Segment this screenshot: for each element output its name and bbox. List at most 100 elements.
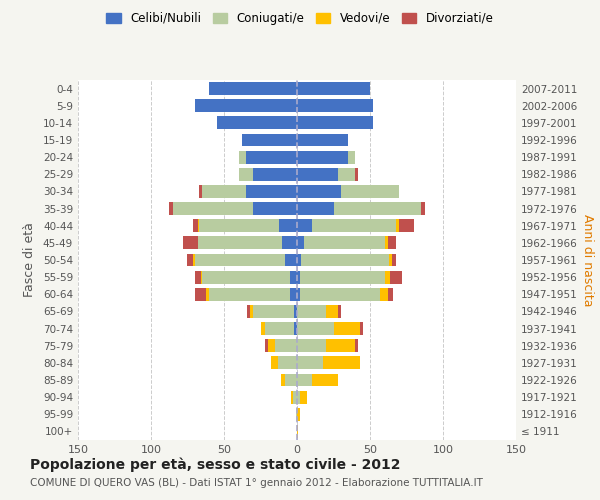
Bar <box>396 220 399 232</box>
Bar <box>392 254 396 266</box>
Bar <box>250 305 253 318</box>
Bar <box>334 202 421 215</box>
Bar <box>293 390 297 404</box>
Bar <box>421 202 425 215</box>
Bar <box>271 356 278 370</box>
Bar <box>391 270 402 283</box>
Bar <box>297 134 348 146</box>
Bar <box>173 202 253 215</box>
Bar <box>297 425 298 438</box>
Bar <box>209 82 297 95</box>
Bar <box>297 116 373 130</box>
Bar <box>239 150 246 164</box>
Bar <box>198 236 283 250</box>
Bar <box>206 288 209 300</box>
Bar <box>294 322 297 335</box>
Bar <box>334 322 360 335</box>
Bar <box>297 408 300 420</box>
Bar <box>253 305 294 318</box>
Text: Popolazione per età, sesso e stato civile - 2012: Popolazione per età, sesso e stato civil… <box>30 458 401 472</box>
Bar <box>311 374 338 386</box>
Legend: Celibi/Nubili, Coniugati/e, Vedovi/e, Divorziati/e: Celibi/Nubili, Coniugati/e, Vedovi/e, Di… <box>103 8 497 28</box>
Bar <box>253 168 297 180</box>
Bar <box>297 322 334 335</box>
Bar <box>389 254 392 266</box>
Bar <box>300 270 385 283</box>
Bar <box>193 254 195 266</box>
Bar <box>311 220 396 232</box>
Bar <box>278 356 297 370</box>
Bar <box>297 100 373 112</box>
Bar <box>380 288 388 300</box>
Bar <box>341 185 399 198</box>
Bar <box>300 288 380 300</box>
Bar <box>199 185 202 198</box>
Bar <box>388 288 394 300</box>
Bar <box>297 356 323 370</box>
Bar <box>300 390 307 404</box>
Bar <box>283 236 297 250</box>
Bar <box>280 220 297 232</box>
Bar <box>323 356 360 370</box>
Bar <box>200 270 202 283</box>
Bar <box>209 288 290 300</box>
Bar <box>326 340 355 352</box>
Bar <box>199 220 280 232</box>
Bar <box>268 340 275 352</box>
Bar <box>265 322 294 335</box>
Bar <box>195 288 206 300</box>
Bar <box>294 305 297 318</box>
Bar <box>290 288 297 300</box>
Bar <box>355 340 358 352</box>
Bar <box>360 322 363 335</box>
Bar <box>388 236 396 250</box>
Bar <box>338 305 341 318</box>
Bar <box>169 202 173 215</box>
Bar <box>286 254 297 266</box>
Bar <box>297 340 326 352</box>
Bar <box>297 305 326 318</box>
Text: COMUNE DI QUERO VAS (BL) - Dati ISTAT 1° gennaio 2012 - Elaborazione TUTTITALIA.: COMUNE DI QUERO VAS (BL) - Dati ISTAT 1°… <box>30 478 483 488</box>
Bar <box>301 254 389 266</box>
Bar <box>297 220 311 232</box>
Bar <box>291 390 293 404</box>
Bar <box>195 100 297 112</box>
Bar <box>338 168 355 180</box>
Bar <box>399 220 414 232</box>
Bar <box>297 236 304 250</box>
Bar <box>265 340 268 352</box>
Bar <box>239 168 253 180</box>
Bar <box>183 236 198 250</box>
Bar <box>348 150 355 164</box>
Bar <box>247 305 250 318</box>
Bar <box>253 202 297 215</box>
Bar <box>297 390 300 404</box>
Bar <box>217 116 297 130</box>
Bar <box>275 340 297 352</box>
Bar <box>202 185 246 198</box>
Bar <box>297 254 301 266</box>
Bar <box>385 236 388 250</box>
Bar <box>297 202 334 215</box>
Bar <box>355 168 358 180</box>
Bar <box>286 374 297 386</box>
Bar <box>246 150 297 164</box>
Bar <box>296 408 297 420</box>
Bar <box>246 185 297 198</box>
Y-axis label: Fasce di età: Fasce di età <box>23 222 36 298</box>
Bar <box>195 270 200 283</box>
Bar <box>260 322 265 335</box>
Bar <box>188 254 193 266</box>
Bar <box>385 270 391 283</box>
Bar <box>198 220 199 232</box>
Bar <box>297 168 338 180</box>
Bar <box>281 374 286 386</box>
Bar <box>195 254 286 266</box>
Bar <box>297 270 300 283</box>
Bar <box>297 82 370 95</box>
Bar <box>202 270 290 283</box>
Bar <box>297 288 300 300</box>
Bar <box>242 134 297 146</box>
Y-axis label: Anni di nascita: Anni di nascita <box>581 214 594 306</box>
Bar <box>304 236 385 250</box>
